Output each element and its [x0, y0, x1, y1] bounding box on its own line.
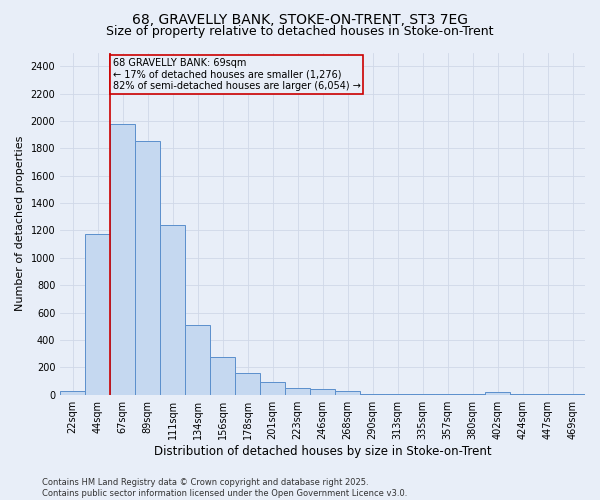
Bar	[235, 374, 260, 394]
Bar	[310, 389, 335, 394]
Bar	[335, 392, 360, 394]
Text: 68, GRAVELLY BANK, STOKE-ON-TRENT, ST3 7EG: 68, GRAVELLY BANK, STOKE-ON-TRENT, ST3 7…	[132, 12, 468, 26]
Bar	[160, 225, 185, 394]
Text: 68 GRAVELLY BANK: 69sqm
← 17% of detached houses are smaller (1,276)
82% of semi: 68 GRAVELLY BANK: 69sqm ← 17% of detache…	[113, 58, 361, 91]
Bar	[285, 388, 310, 394]
Bar	[260, 382, 285, 394]
Bar	[185, 325, 210, 394]
Text: Size of property relative to detached houses in Stoke-on-Trent: Size of property relative to detached ho…	[106, 25, 494, 38]
Bar	[85, 234, 110, 394]
Bar	[485, 392, 510, 394]
Text: Contains HM Land Registry data © Crown copyright and database right 2025.
Contai: Contains HM Land Registry data © Crown c…	[42, 478, 407, 498]
Bar	[60, 390, 85, 394]
X-axis label: Distribution of detached houses by size in Stoke-on-Trent: Distribution of detached houses by size …	[154, 444, 491, 458]
Bar	[135, 141, 160, 395]
Bar	[210, 357, 235, 395]
Y-axis label: Number of detached properties: Number of detached properties	[15, 136, 25, 312]
Bar	[110, 124, 135, 394]
